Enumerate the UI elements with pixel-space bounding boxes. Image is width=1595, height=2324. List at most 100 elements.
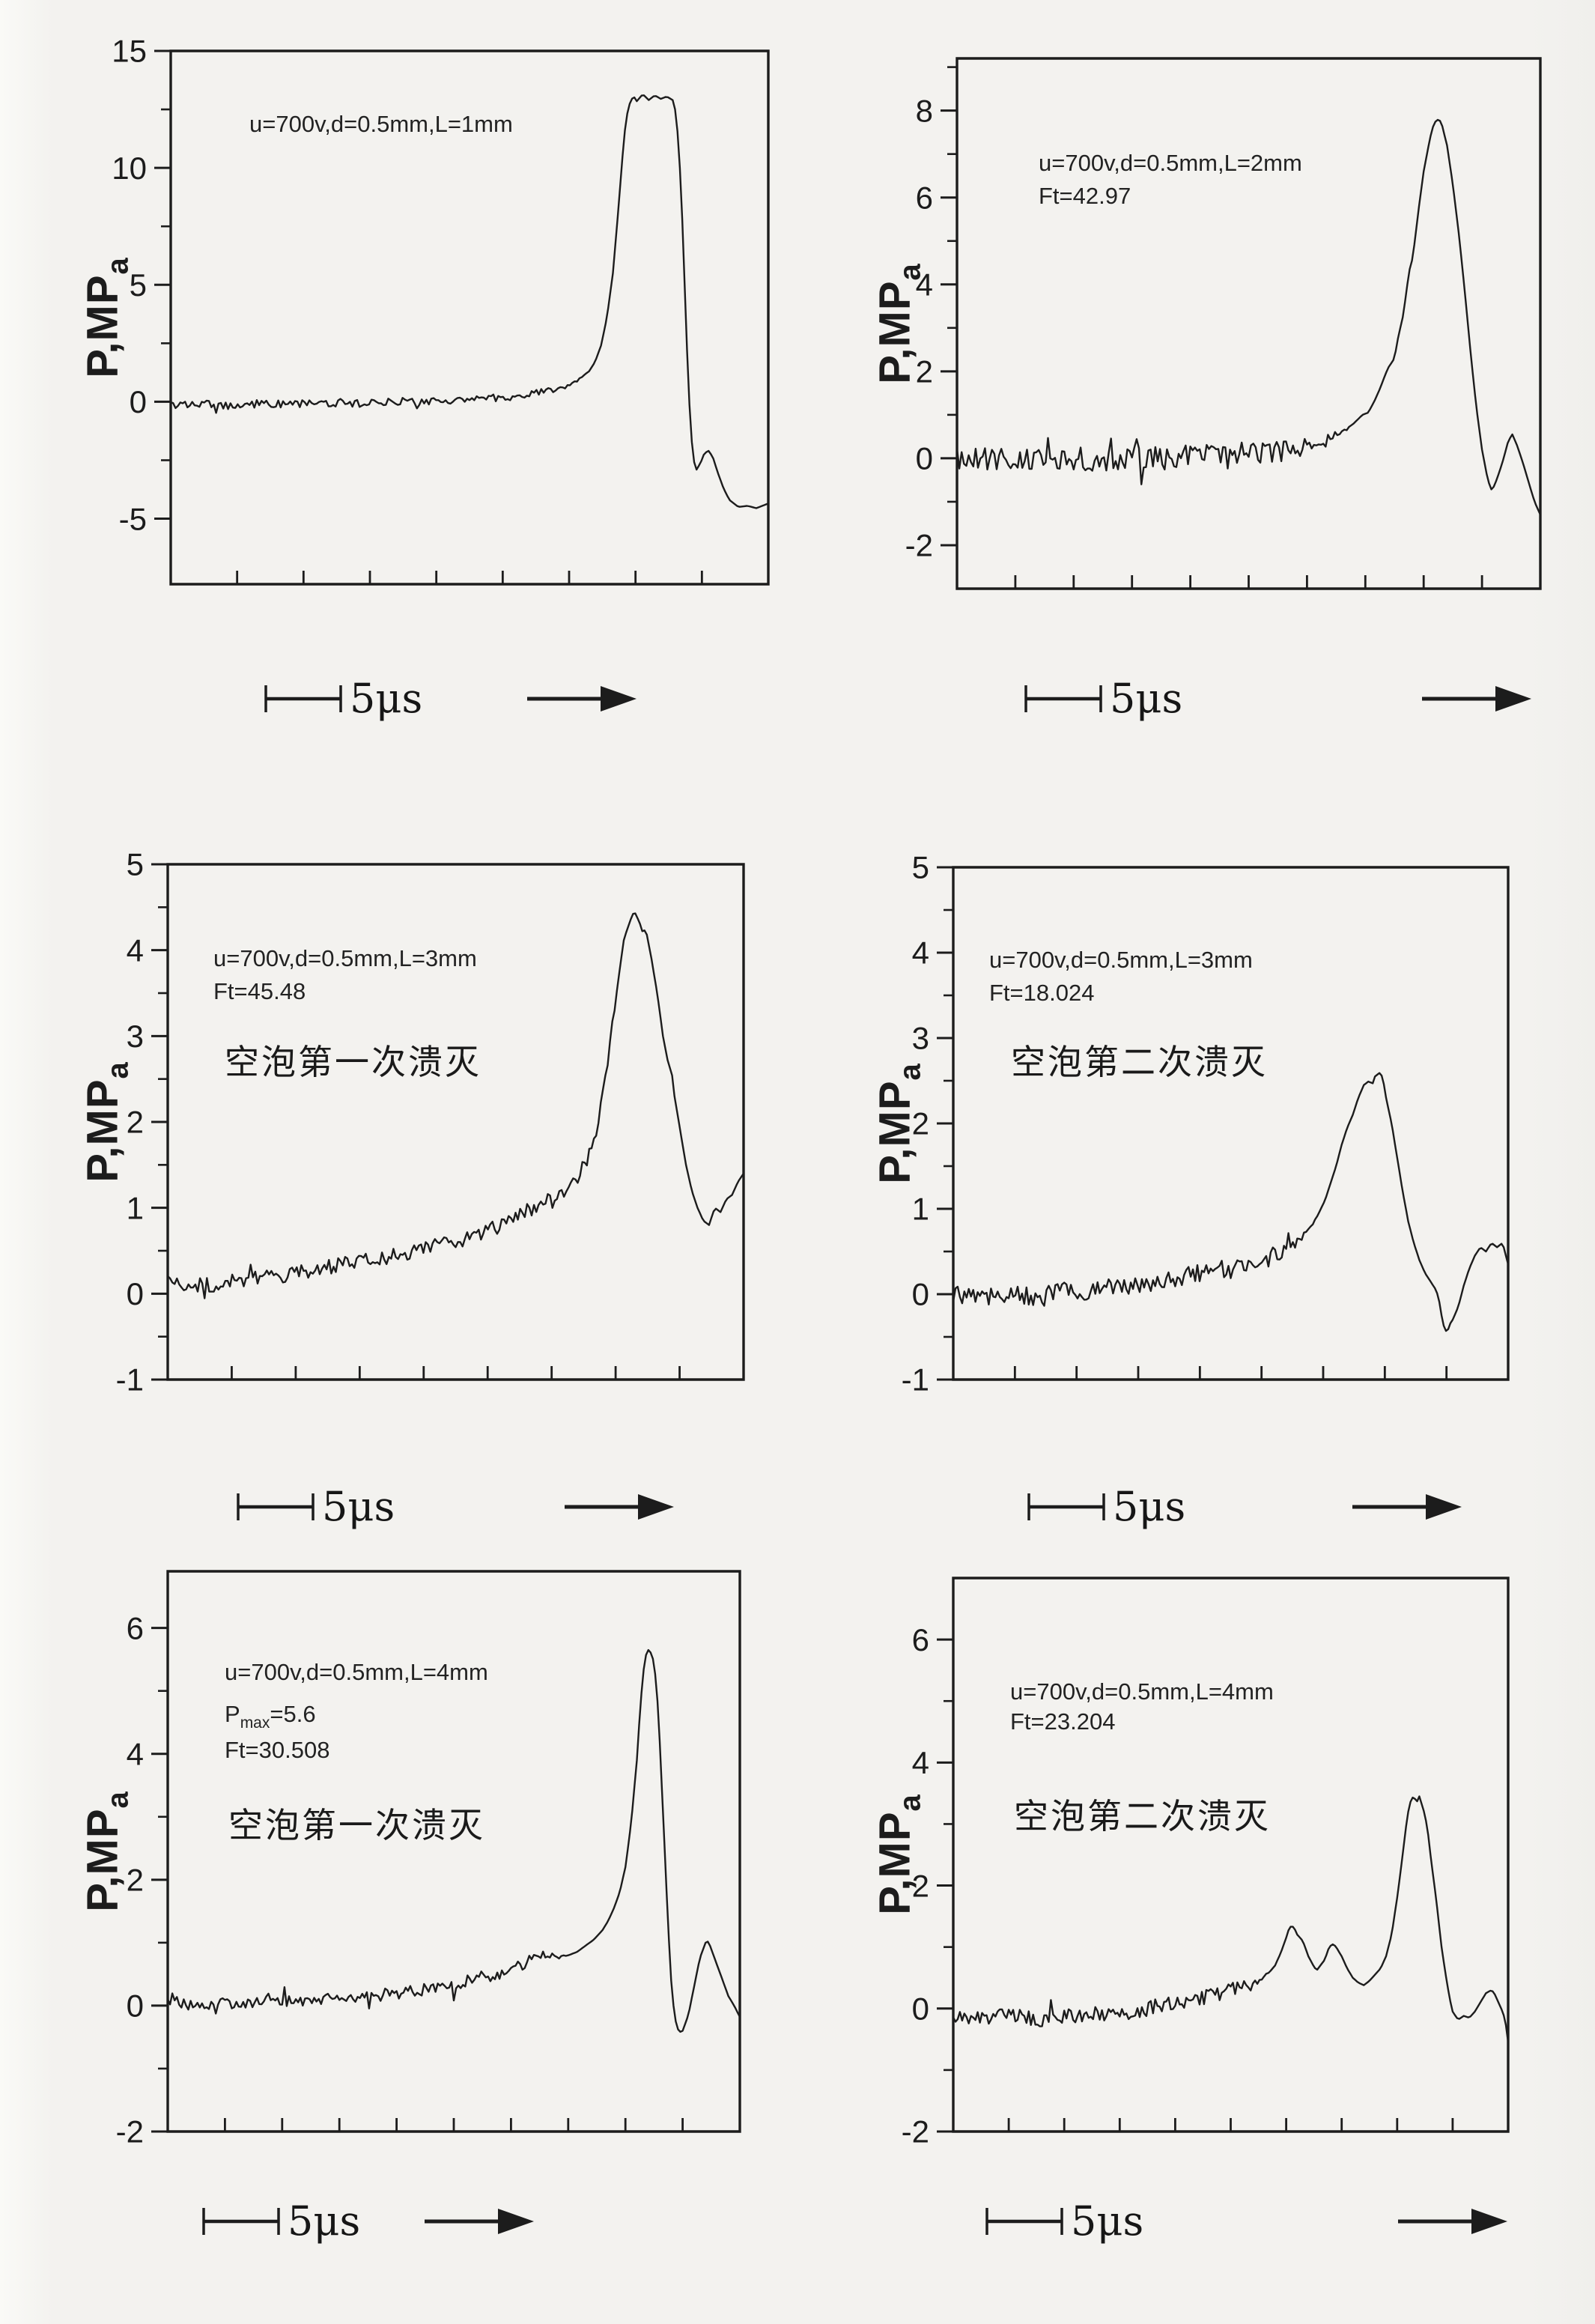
y-axis-ticks: 5 4 3 2 1 0 -1 xyxy=(116,847,168,1398)
timebase-scalebar xyxy=(1024,685,1102,712)
timebase-scalebar xyxy=(202,2208,280,2235)
plot-annotation-ft: Ft=30.508 xyxy=(225,1737,330,1763)
time-direction-arrow-icon xyxy=(425,2209,534,2234)
timebase-scalebar xyxy=(1027,1493,1105,1520)
timebase-label: 5μs xyxy=(288,2197,361,2245)
y-tick-label: 3 xyxy=(912,1021,929,1056)
plot-canvas-2: 8 6 4 2 0 -2 xyxy=(905,57,1542,712)
y-tick-label: 8 xyxy=(916,93,933,128)
y-axis-title: P,MPa xyxy=(870,263,928,384)
y-tick-label: 0 xyxy=(916,441,933,476)
pressure-plot-4: 5 4 3 2 1 0 -1 P,MPa u=700v,d=0.5mm,L=3mm Ft=1… xyxy=(798,771,1595,1554)
y-tick-label: 2 xyxy=(912,1106,929,1141)
plot-annotation-parameters: u=700v,d=0.5mm,L=3mm xyxy=(989,947,1253,973)
pmax-subscript: max xyxy=(240,1714,270,1732)
y-axis-title: P,MPa xyxy=(78,257,136,378)
plot-canvas-3: 5 4 3 2 1 0 -1 xyxy=(116,847,745,1520)
y-tick-label: 2 xyxy=(127,1105,144,1140)
plot-annotation-ft: Ft=42.97 xyxy=(1039,183,1131,209)
y-axis-title-main: P,MP xyxy=(78,1078,127,1183)
timebase-label: 5μs xyxy=(1110,675,1183,722)
y-tick-label: 10 xyxy=(112,151,147,186)
pressure-waveform xyxy=(953,1072,1508,1332)
timebase-scalebar xyxy=(264,685,342,712)
axis-box xyxy=(169,49,770,586)
plot-canvas-6: 6 4 2 0 -2 xyxy=(902,1577,1510,2235)
plot-annotation-parameters: u=700v,d=0.5mm,L=4mm xyxy=(1010,1678,1274,1705)
y-tick-label: 6 xyxy=(912,1622,929,1657)
y-tick-label: 3 xyxy=(127,1019,144,1054)
y-axis-title-main: P,MP xyxy=(870,280,920,384)
pressure-plot-2: 8 6 4 2 0 -2 P,MPa u=700v,d=0.5mm,L=2mm Ft=42… xyxy=(798,22,1595,771)
axis-box xyxy=(952,1577,1510,2133)
y-axis-ticks: 5 4 3 2 1 0 -1 xyxy=(902,850,953,1398)
x-axis-ticks xyxy=(1007,2118,1454,2132)
timebase-scalebar xyxy=(985,2208,1063,2235)
y-axis-title: P,MPa xyxy=(870,1794,928,1915)
pressure-plot-1: 15 10 5 0 -5 P,MPa u=700v,d=0.5mm,L=1mm 5μs xyxy=(0,22,798,771)
y-tick-label: 5 xyxy=(912,850,929,885)
y-axis-ticks: 6 4 2 0 -2 xyxy=(116,1610,168,2149)
y-axis-title-subscript: a xyxy=(101,257,135,275)
pressure-waveform xyxy=(168,912,744,1299)
timebase-label: 5μs xyxy=(1071,2197,1144,2245)
y-tick-label: 15 xyxy=(112,34,147,69)
time-direction-arrow-icon xyxy=(1422,686,1531,712)
y-tick-label: 4 xyxy=(912,935,929,971)
plot-annotation-parameters: u=700v,d=0.5mm,L=1mm xyxy=(249,111,513,137)
y-axis-title-main: P,MP xyxy=(78,274,127,378)
y-axis-title-main: P,MP xyxy=(78,1808,127,1912)
y-axis-title-subscript: a xyxy=(893,1063,927,1081)
pressure-waveform xyxy=(168,1648,740,2033)
timebase-label: 5μs xyxy=(1113,1483,1186,1530)
pmax-value: =5.6 xyxy=(270,1701,316,1727)
pressure-plot-3: 5 4 3 2 1 0 -1 P,MPa u=700v,d=0.5mm,L=3mm Ft=4… xyxy=(0,771,798,1554)
y-tick-label: 0 xyxy=(130,384,147,419)
y-tick-label: 6 xyxy=(127,1610,144,1645)
y-axis-title-subscript: a xyxy=(893,263,927,281)
y-tick-label: -2 xyxy=(116,2114,144,2149)
y-tick-label: 5 xyxy=(127,847,144,882)
y-axis-ticks: 8 6 4 2 0 -2 xyxy=(905,66,957,563)
plot-canvas-4: 5 4 3 2 1 0 -1 xyxy=(902,850,1510,1520)
y-tick-label: -5 xyxy=(119,501,147,536)
y-tick-label: 0 xyxy=(127,1988,144,2024)
y-axis-title-main: P,MP xyxy=(870,1080,920,1184)
y-tick-label: 2 xyxy=(912,1868,929,1903)
plot-annotation-parameters: u=700v,d=0.5mm,L=2mm xyxy=(1039,150,1302,176)
y-tick-label: 0 xyxy=(912,1991,929,2026)
y-tick-label: 4 xyxy=(127,1736,144,1771)
timebase-label: 5μs xyxy=(350,675,423,722)
y-tick-label: -1 xyxy=(116,1362,144,1398)
plot-annotation-ft: Ft=23.204 xyxy=(1010,1708,1116,1735)
y-tick-label: 0 xyxy=(127,1276,144,1311)
y-axis-title: P,MPa xyxy=(78,1791,136,1912)
x-axis-ticks xyxy=(1013,1366,1448,1380)
y-axis-ticks: 6 4 2 0 -2 xyxy=(902,1622,953,2149)
axis-box xyxy=(956,57,1542,590)
y-axis-ticks: 15 10 5 0 -5 xyxy=(112,34,171,536)
timebase-scalebar xyxy=(237,1493,315,1520)
y-axis-title: P,MPa xyxy=(870,1063,928,1184)
plot-annotation-ft: Ft=18.024 xyxy=(989,980,1095,1006)
x-axis-ticks xyxy=(1014,575,1483,589)
y-tick-label: 0 xyxy=(912,1277,929,1312)
timebase-label: 5μs xyxy=(322,1483,395,1530)
y-tick-label: -2 xyxy=(902,2114,929,2149)
pressure-waveform xyxy=(953,1795,1508,2043)
y-axis-title-subscript: a xyxy=(101,1791,135,1809)
y-tick-label: 1 xyxy=(912,1192,929,1227)
plot-canvas-1: 15 10 5 0 -5 xyxy=(112,34,770,712)
y-axis-title: P,MPa xyxy=(78,1061,136,1183)
axis-box xyxy=(952,866,1510,1381)
axis-box xyxy=(166,863,745,1381)
x-axis-ticks xyxy=(223,2118,684,2132)
plot-caption-first-collapse: 空泡第一次溃灭 xyxy=(228,1805,485,1845)
y-tick-label: 5 xyxy=(130,267,147,303)
pressure-plot-5: 6 4 2 0 -2 P,MPa u=700v,d=0.5mm,L=4mm Pmax=5… xyxy=(0,1554,798,2324)
plot-annotation-parameters: u=700v,d=0.5mm,L=4mm xyxy=(225,1659,488,1685)
y-axis-title-main: P,MP xyxy=(870,1811,920,1915)
y-tick-label: 6 xyxy=(916,180,933,215)
y-tick-label: 4 xyxy=(127,932,144,968)
plot-caption-first-collapse: 空泡第一次溃灭 xyxy=(225,1042,481,1082)
